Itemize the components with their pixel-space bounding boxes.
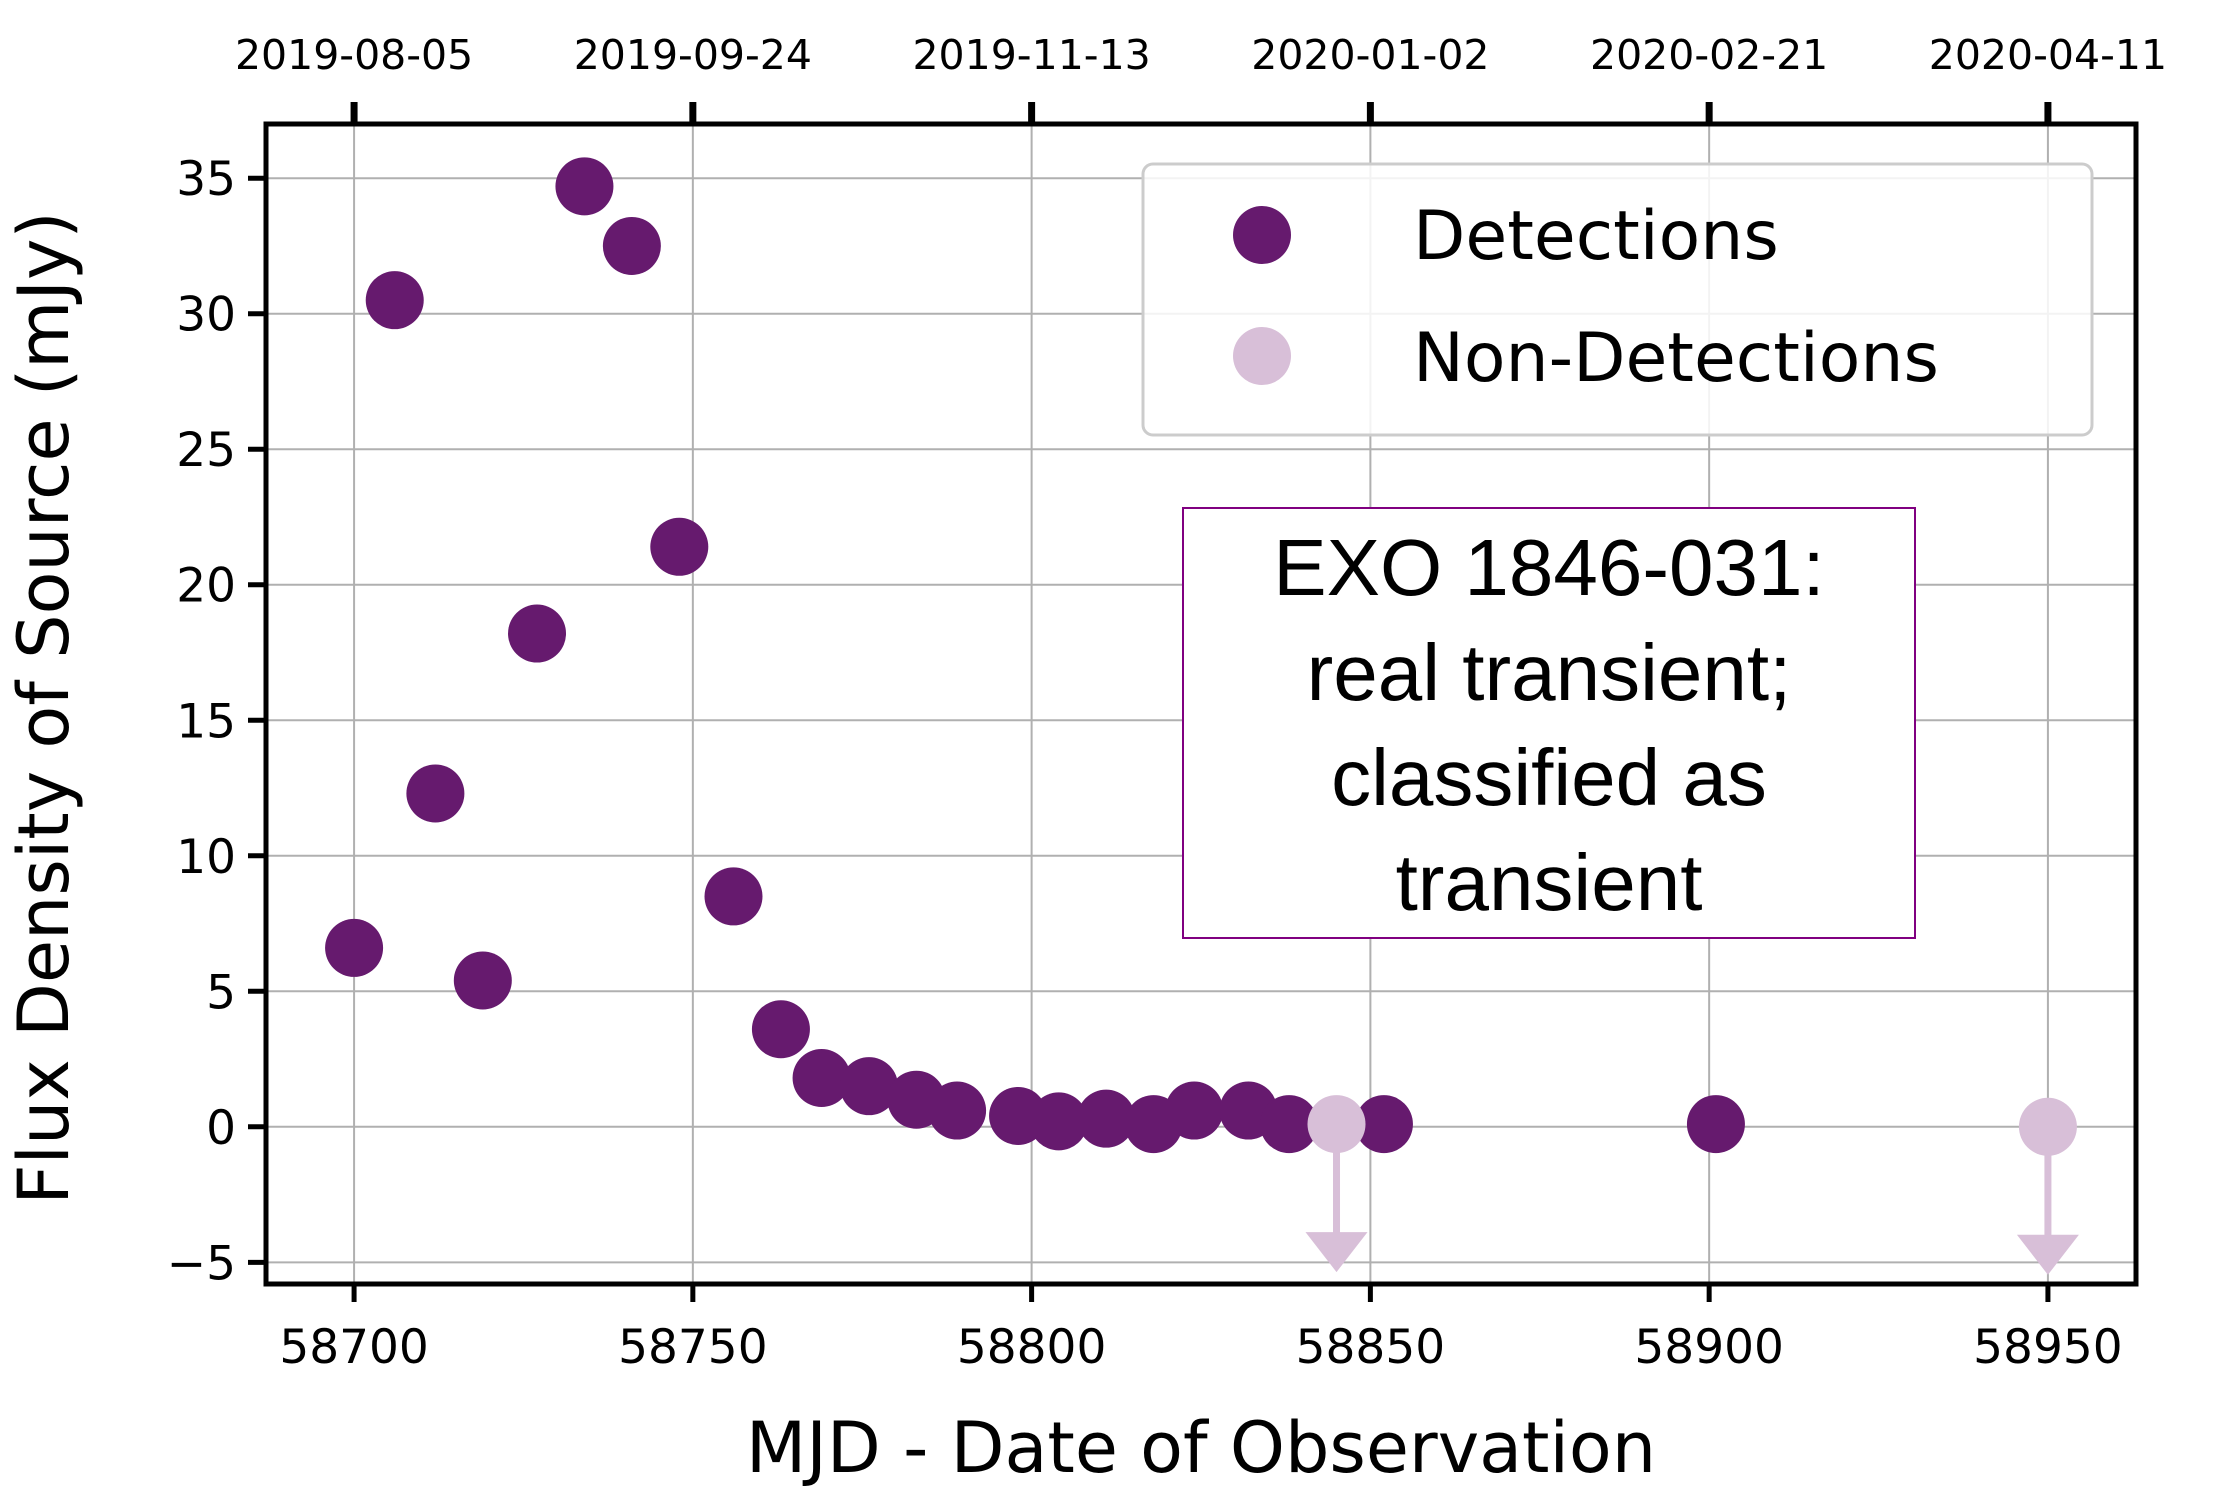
annotation-box: EXO 1846-031: real transient; classified… [1182, 507, 1916, 939]
detection-point [508, 604, 567, 663]
annotation-border [1182, 507, 1916, 939]
detection-point [453, 951, 512, 1010]
y-tick-label: 35 [176, 152, 236, 207]
y-tick-label: 25 [176, 423, 236, 478]
top-tick-label: 2020-04-11 [1929, 31, 2167, 79]
top-tick-label: 2020-02-21 [1590, 31, 1828, 79]
detection-point [751, 1000, 810, 1059]
detection-point [1686, 1095, 1745, 1154]
detection-point [1077, 1089, 1136, 1148]
legend-detections-marker [1233, 206, 1291, 264]
y-tick-label: −5 [167, 1236, 236, 1291]
legend: Detections Non-Detections [1141, 162, 2094, 437]
annotation-line-1: EXO 1846-031: [1273, 523, 1824, 612]
detection-point [1029, 1092, 1088, 1151]
detection-point [602, 216, 661, 275]
y-tick-label: 20 [176, 559, 236, 614]
y-tick-label: 30 [176, 288, 236, 343]
non-detection-point [1307, 1095, 1366, 1154]
plot-frame [263, 121, 2139, 1287]
legend-detections-label: Detections [1413, 197, 1779, 276]
detection-point [1260, 1095, 1319, 1154]
detection-point [928, 1081, 987, 1140]
annotation-line-4: transient [1396, 838, 1703, 927]
y-tick-label: 5 [206, 965, 236, 1020]
legend-non-detections-marker [1233, 327, 1291, 385]
annotation-line-2: real transient; [1307, 628, 1792, 717]
detection-point [1354, 1095, 1413, 1154]
upper-limit-arrow-head [1305, 1232, 1368, 1273]
x-axis-title: MJD - Date of Observation [746, 1407, 1656, 1489]
top-tick-label: 2019-09-24 [574, 31, 812, 79]
detection-point [704, 867, 763, 926]
x-tick-label: 58750 [618, 1320, 768, 1375]
top-tick-label: 2020-01-02 [1251, 31, 1489, 79]
axis-ticks: 58700 58750 58800 58850 58900 58950 −5 0 5 10 15 20… [167, 31, 2167, 1375]
annotation-line-3: classified as [1331, 733, 1767, 822]
detection-point [325, 918, 384, 977]
top-tick-label: 2019-11-13 [912, 31, 1150, 79]
x-tick-label: 58950 [1973, 1320, 2123, 1375]
detection-point [365, 271, 424, 330]
legend-box [1141, 162, 2094, 437]
y-tick-label: 15 [176, 694, 236, 749]
non-detection-point [2018, 1097, 2077, 1156]
detection-point [792, 1049, 851, 1108]
x-tick-label: 58700 [279, 1320, 429, 1375]
legend-non-detections-label: Non-Detections [1413, 319, 1939, 398]
y-tick-label: 10 [176, 830, 236, 885]
detection-point [406, 764, 465, 823]
x-tick-label: 58800 [957, 1320, 1107, 1375]
x-tick-label: 58850 [1296, 1320, 1446, 1375]
detection-point [555, 157, 614, 216]
detection-point [1165, 1081, 1224, 1140]
y-tick-label: 0 [206, 1101, 236, 1156]
upper-limit-arrow-head [2016, 1234, 2079, 1275]
data-points [325, 157, 2079, 1275]
detection-point [840, 1057, 899, 1116]
x-tick-label: 58900 [1634, 1320, 1784, 1375]
detection-point [650, 517, 709, 576]
top-tick-label: 2019-08-05 [235, 31, 473, 79]
y-axis-title: Flux Density of Source (mJy) [3, 211, 85, 1204]
